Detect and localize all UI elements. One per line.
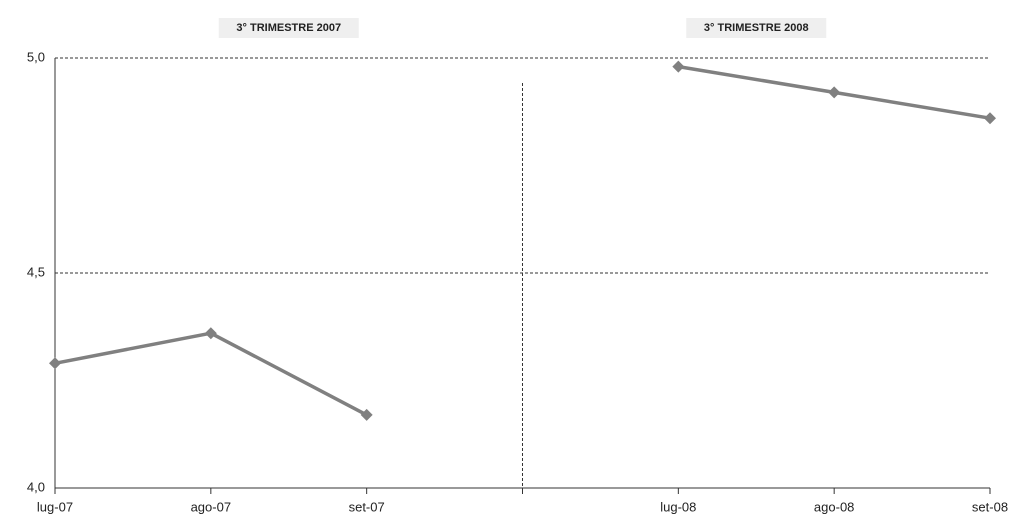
- x-tick-label: lug-07: [37, 499, 73, 514]
- annotation-bg: [686, 18, 827, 38]
- y-tick-label: 4,0: [27, 479, 45, 494]
- x-tick-label: lug-08: [660, 499, 696, 514]
- annotation: 3° TRIMESTRE 2007: [236, 22, 341, 34]
- y-tick-label: 4,5: [27, 264, 45, 279]
- marker: [360, 408, 373, 421]
- marker: [204, 327, 217, 340]
- x-tick-label: set-08: [972, 499, 1008, 514]
- marker: [672, 60, 685, 73]
- x-tick-label: ago-07: [191, 499, 231, 514]
- marker: [984, 112, 996, 125]
- annotation-bg: [218, 18, 359, 38]
- y-tick-label: 5,0: [27, 49, 45, 64]
- marker: [49, 357, 61, 370]
- x-tick-label: set-07: [349, 499, 385, 514]
- marker: [828, 86, 841, 99]
- annotation: 3° TRIMESTRE 2008: [704, 22, 809, 34]
- x-tick-label: ago-08: [814, 499, 854, 514]
